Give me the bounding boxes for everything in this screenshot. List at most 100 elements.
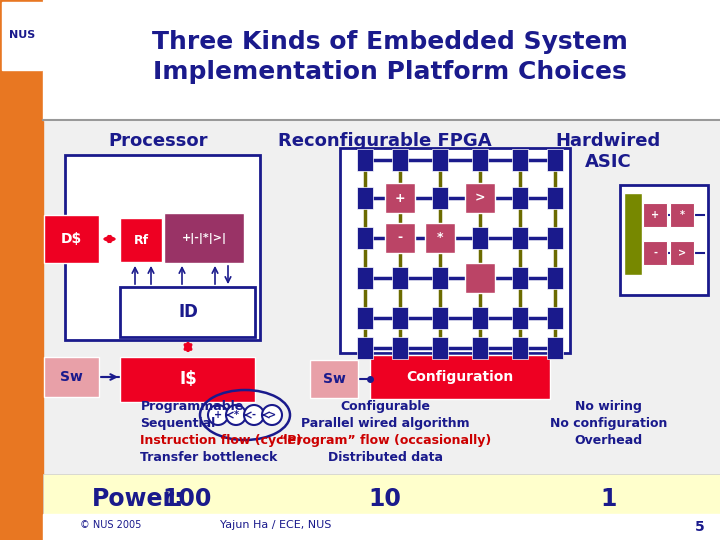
Bar xyxy=(164,213,244,263)
Bar xyxy=(392,149,408,171)
Text: >: > xyxy=(678,248,686,258)
Bar xyxy=(465,183,495,213)
Text: Parallel wired algorithm: Parallel wired algorithm xyxy=(301,417,469,430)
Text: Sw: Sw xyxy=(323,372,346,386)
Bar xyxy=(370,355,550,399)
Bar xyxy=(392,267,408,289)
Text: >: > xyxy=(268,410,276,420)
Bar xyxy=(385,183,415,213)
Text: Processor: Processor xyxy=(109,132,208,150)
Bar xyxy=(44,215,99,263)
Circle shape xyxy=(226,405,246,425)
Text: ID: ID xyxy=(178,303,198,321)
Bar xyxy=(357,307,373,329)
Bar xyxy=(512,149,528,171)
Text: Instruction flow (cycle): Instruction flow (cycle) xyxy=(140,434,302,447)
Text: *: * xyxy=(680,210,685,220)
Text: Power:: Power: xyxy=(92,487,184,511)
Bar xyxy=(670,241,694,265)
Bar xyxy=(670,203,694,227)
Bar xyxy=(472,149,488,171)
Bar xyxy=(547,267,563,289)
Bar xyxy=(432,187,448,209)
Bar xyxy=(512,227,528,249)
Bar xyxy=(547,187,563,209)
Text: -: - xyxy=(397,232,402,245)
Bar xyxy=(472,307,488,329)
Bar xyxy=(512,187,528,209)
Circle shape xyxy=(244,405,264,425)
Bar xyxy=(357,187,373,209)
Text: +: + xyxy=(651,210,659,220)
Bar xyxy=(43,474,720,514)
Bar xyxy=(432,149,448,171)
Text: *: * xyxy=(233,410,238,420)
Bar xyxy=(432,227,448,249)
Bar xyxy=(643,241,667,265)
Bar xyxy=(357,337,373,359)
Text: NUS: NUS xyxy=(9,30,35,40)
Bar xyxy=(0,0,43,540)
Bar xyxy=(120,357,255,402)
Text: Programmable: Programmable xyxy=(140,400,243,413)
Circle shape xyxy=(262,405,282,425)
Text: “Program” flow (occasionally): “Program” flow (occasionally) xyxy=(279,434,491,447)
Bar xyxy=(43,514,720,540)
Bar xyxy=(43,120,720,505)
Bar xyxy=(392,307,408,329)
Text: Overhead: Overhead xyxy=(575,434,642,447)
Text: No wiring: No wiring xyxy=(575,400,642,413)
Text: 5: 5 xyxy=(695,520,705,534)
Bar xyxy=(65,155,260,340)
Bar xyxy=(43,0,720,120)
Bar xyxy=(392,227,408,249)
Text: Sequential: Sequential xyxy=(140,417,216,430)
Bar xyxy=(465,263,495,293)
Bar xyxy=(120,218,162,262)
Bar xyxy=(624,193,642,275)
Bar xyxy=(547,337,563,359)
Bar xyxy=(547,307,563,329)
Bar xyxy=(120,287,255,337)
Bar xyxy=(512,337,528,359)
Text: Implementation Platform Choices: Implementation Platform Choices xyxy=(153,60,627,84)
Bar xyxy=(310,360,358,398)
Text: Reconfigurable FPGA: Reconfigurable FPGA xyxy=(279,132,492,150)
Bar xyxy=(425,223,455,253)
Bar xyxy=(512,307,528,329)
Text: © NUS 2005: © NUS 2005 xyxy=(80,520,141,530)
Bar xyxy=(547,149,563,171)
Bar xyxy=(472,267,488,289)
Text: *: * xyxy=(437,232,444,245)
Bar xyxy=(547,227,563,249)
Bar xyxy=(472,337,488,359)
Text: Configuration: Configuration xyxy=(406,370,513,384)
Bar xyxy=(340,148,570,353)
Text: -: - xyxy=(252,410,256,420)
Text: D$: D$ xyxy=(60,232,81,246)
Bar xyxy=(392,337,408,359)
Bar xyxy=(44,357,99,397)
Bar xyxy=(357,227,373,249)
Bar xyxy=(2,2,42,70)
Bar xyxy=(643,203,667,227)
Bar xyxy=(432,307,448,329)
Text: Yajun Ha / ECE, NUS: Yajun Ha / ECE, NUS xyxy=(220,520,331,530)
Bar xyxy=(385,223,415,253)
Bar xyxy=(392,187,408,209)
Bar xyxy=(432,337,448,359)
Bar xyxy=(357,267,373,289)
Text: >: > xyxy=(474,192,485,205)
Circle shape xyxy=(208,405,228,425)
Text: Transfer bottleneck: Transfer bottleneck xyxy=(140,451,278,464)
Text: +|-|*|>|: +|-|*|>| xyxy=(181,233,227,244)
Text: Sw: Sw xyxy=(60,370,82,384)
Bar xyxy=(512,267,528,289)
Text: Configurable: Configurable xyxy=(341,400,431,413)
Text: 100: 100 xyxy=(163,487,212,511)
Bar xyxy=(472,227,488,249)
Text: No configuration: No configuration xyxy=(549,417,667,430)
Text: Hardwired
ASIC: Hardwired ASIC xyxy=(556,132,661,171)
Text: 1: 1 xyxy=(600,487,616,511)
Text: 10: 10 xyxy=(369,487,402,511)
